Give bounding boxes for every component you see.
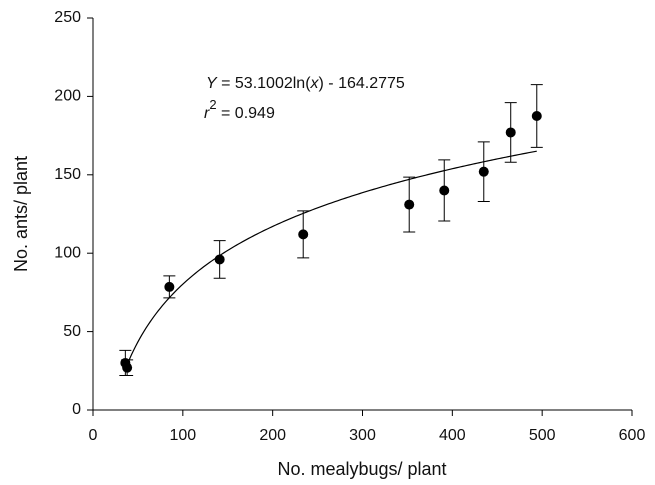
point — [122, 362, 133, 373]
equation-part: Y — [206, 75, 218, 92]
point — [505, 127, 516, 138]
x-axis-title: No. mealybugs/ plant — [277, 459, 446, 479]
equation: Y = 53.1002ln(x) - 164.2775 — [206, 75, 405, 92]
point — [164, 281, 175, 292]
equation-part: x — [310, 75, 320, 92]
point — [531, 111, 542, 121]
x-tick-label: 400 — [439, 427, 466, 444]
point — [478, 166, 489, 177]
x-tick-label: 200 — [259, 427, 286, 444]
y-tick-label: 200 — [54, 88, 81, 105]
y-tick-label: 100 — [54, 244, 81, 261]
point — [214, 254, 225, 265]
x-tick-label: 500 — [529, 427, 556, 444]
y-tick-label: 50 — [63, 323, 81, 340]
x-tick-label: 100 — [169, 427, 196, 444]
x-tick-label: 600 — [619, 427, 646, 444]
equation-part: = 53.1002ln( — [217, 75, 312, 92]
y-tick-label: 250 — [54, 9, 81, 26]
point — [298, 229, 309, 240]
point — [404, 199, 415, 210]
fit-curve — [124, 150, 537, 370]
x-tick-label: 0 — [89, 427, 98, 444]
y-axis-title: No. ants/ plant — [11, 156, 31, 272]
r-squared-part: 2 — [209, 97, 216, 112]
y-tick-label: 150 — [54, 166, 81, 183]
r-squared-part: r — [204, 105, 210, 122]
x-tick-label: 300 — [349, 427, 376, 444]
equation-part: ) - 164.2775 — [319, 75, 405, 92]
r-squared-part: = 0.949 — [217, 105, 275, 122]
point — [439, 185, 450, 196]
y-tick-label: 0 — [72, 401, 81, 418]
r-squared: r2 = 0.949 — [204, 97, 275, 122]
